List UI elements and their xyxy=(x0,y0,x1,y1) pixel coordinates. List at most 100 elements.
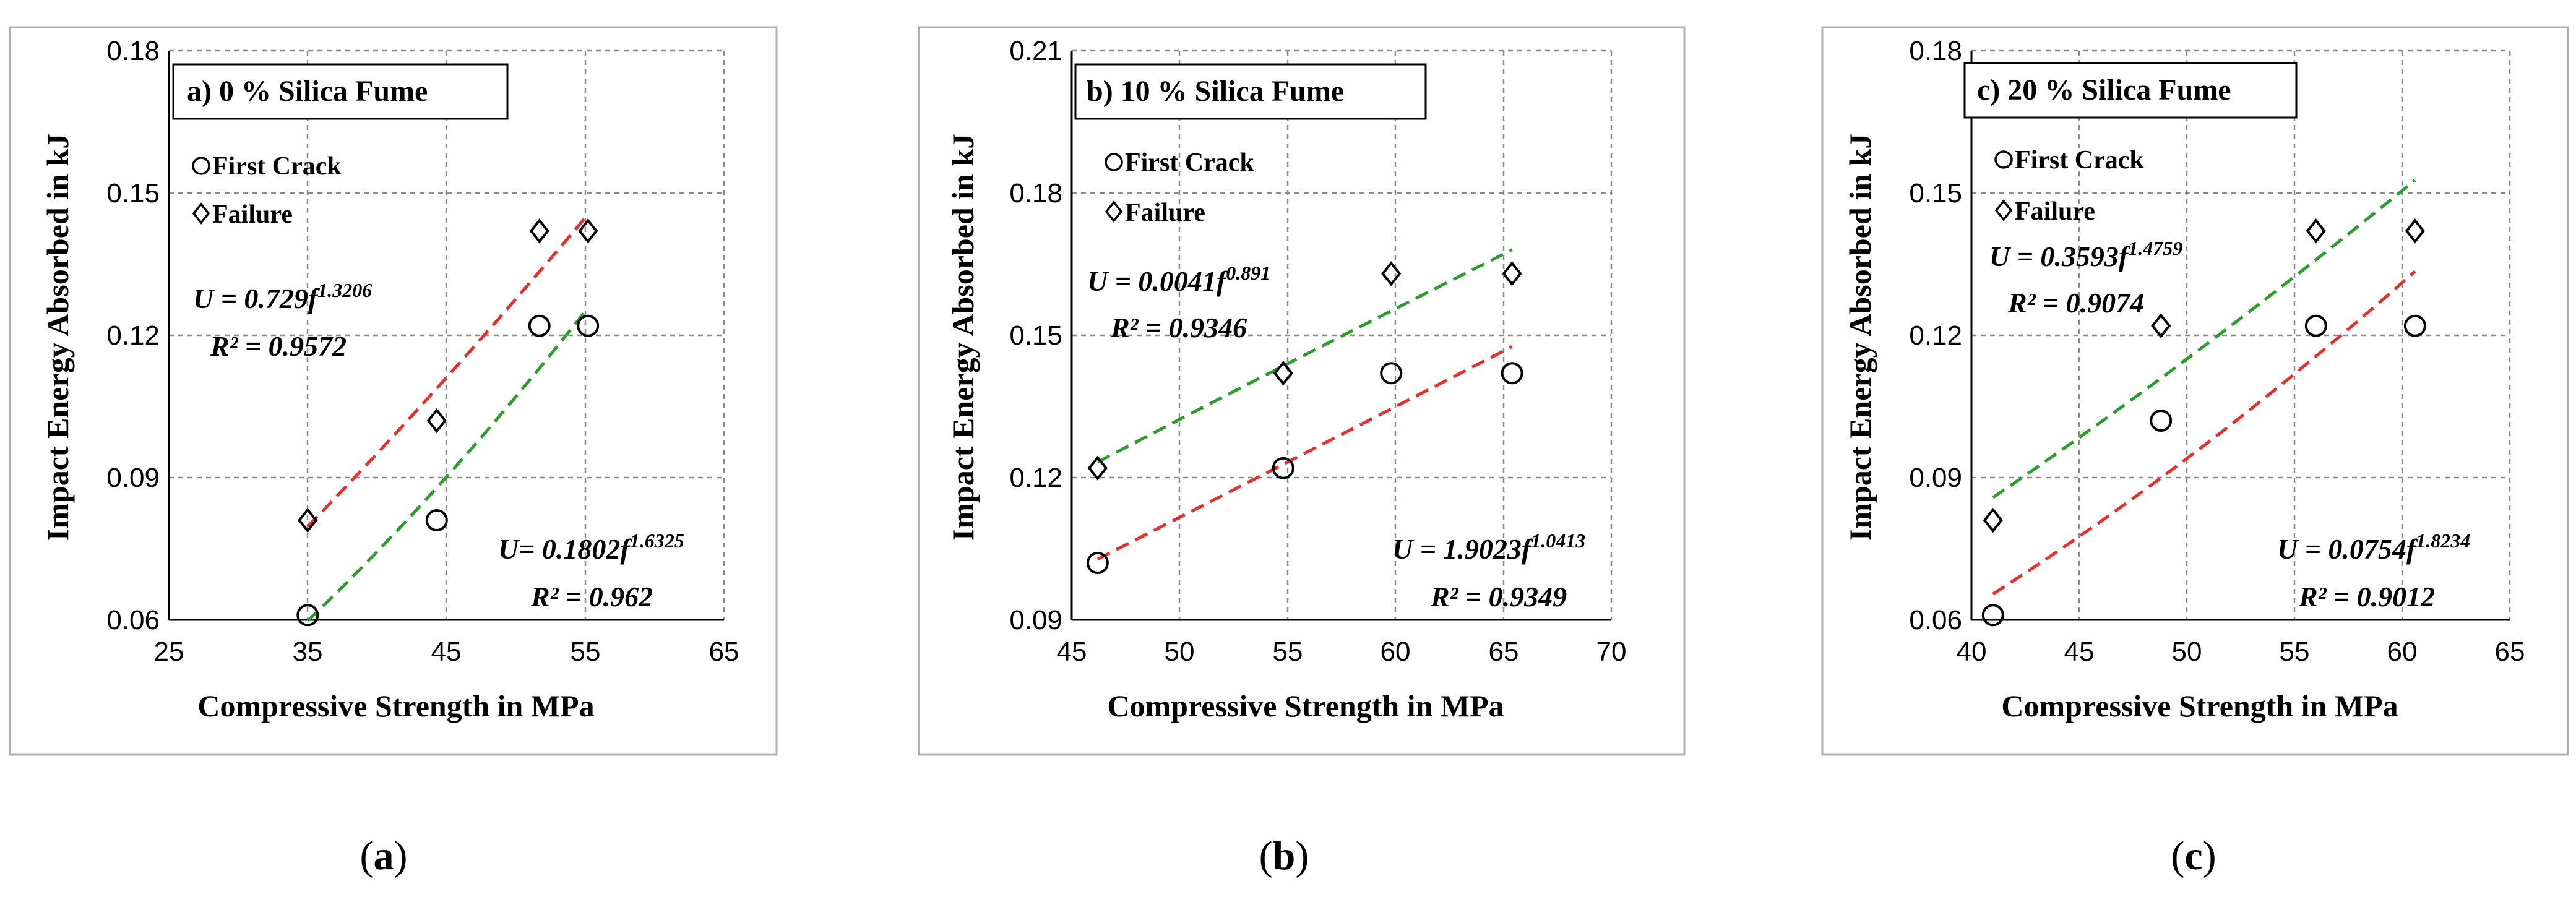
panel-c-y-ticks: 0.06 0.09 0.12 0.15 0.18 xyxy=(1909,36,1962,635)
panel-c-first-crack-r2: R² = 0.9012 xyxy=(2298,581,2435,612)
panel-c-failure-point xyxy=(1983,507,2003,533)
panel-b-caption: (b) xyxy=(1259,833,1309,878)
panel-b-xtick-55: 55 xyxy=(1273,637,1303,667)
panel-c-first-crack-point xyxy=(2304,314,2327,337)
panel-b-failure-point xyxy=(1273,361,1293,386)
panel-a-y-ticks: 0.06 0.09 0.12 0.15 0.18 xyxy=(106,36,160,635)
panel-a-first-crack-eq-exp: 1.6325 xyxy=(630,530,684,552)
panel-c-markers xyxy=(1981,218,2426,627)
panel-c-failure-eq-exp: 1.4759 xyxy=(2128,237,2182,259)
panel-c-failure-equation: U = 0.3593f1.4759 xyxy=(1989,237,2182,272)
panel-b-ytick-021: 0.21 xyxy=(1009,36,1062,66)
panel-a-ytick-009: 0.09 xyxy=(106,463,160,493)
panel-a-frame xyxy=(9,26,778,756)
panel-c-x-ticks: 40 45 50 55 60 65 xyxy=(1957,637,2525,667)
panel-c-failure-point xyxy=(2405,218,2426,244)
panel-c-xtick-45: 45 xyxy=(2064,637,2095,667)
panel-a-y-label: Impact Energy Absorbed in kJ xyxy=(40,134,75,541)
panel-c-title-box xyxy=(1963,62,2298,119)
panel-a-failure-eq-exp: 1.3206 xyxy=(317,279,372,301)
panel-b-failure-point xyxy=(1381,261,1402,286)
panel-b-legend-failure-marker xyxy=(1105,200,1123,223)
panel-b-xtick-65: 65 xyxy=(1489,637,1519,667)
panel-a-first-crack-equation: U= 0.1802f1.6325 xyxy=(498,530,684,565)
panel-b-frame xyxy=(918,26,1686,756)
panel-a-failure-point xyxy=(578,218,598,244)
panel-b-failure-eq-base: U = 0.0041f xyxy=(1087,265,1229,297)
panel-a-xtick-65: 65 xyxy=(709,637,739,667)
panel-a-first-crack-point xyxy=(425,509,448,531)
panel-b-grid xyxy=(1072,49,1613,620)
panel-a: 25 35 45 55 65 0.06 0.09 0.12 0.15 0.18 … xyxy=(9,26,778,878)
panel-c-fits xyxy=(1992,179,2416,596)
panel-a-ytick-018: 0.18 xyxy=(106,36,160,66)
panel-c-fit-first-crack xyxy=(1992,270,2416,596)
panel-b: 45 50 55 60 65 70 0.09 0.12 0.15 0.18 0.… xyxy=(918,26,1686,878)
panel-a-xtick-35: 35 xyxy=(293,637,323,667)
panel-c-legend-first-crack-label: First Crack xyxy=(2015,146,2144,174)
panel-c-failure-r2: R² = 0.9074 xyxy=(2007,287,2144,319)
panel-b-fits xyxy=(1096,248,1513,561)
panel-b-first-crack-point xyxy=(1086,552,1109,574)
panel-b-first-crack-point xyxy=(1272,457,1294,479)
panel-b-ytick-012: 0.12 xyxy=(1009,463,1062,493)
panel-a-first-crack-point xyxy=(577,314,600,337)
panel-b-legend-first-crack-marker xyxy=(1105,153,1123,171)
panel-a-ytick-015: 0.15 xyxy=(106,178,160,208)
panel-a-failure-r2: R² = 0.9572 xyxy=(210,330,347,362)
panel-a-title-box xyxy=(172,63,509,120)
panel-c-ytick-009: 0.09 xyxy=(1909,463,1962,493)
panel-c: 40 45 50 55 60 65 0.06 0.09 0.12 0.15 0.… xyxy=(1821,26,2569,878)
panel-b-xtick-60: 60 xyxy=(1381,637,1411,667)
panel-c-first-crack-point xyxy=(1981,604,2004,627)
panel-b-first-crack-r2: R² = 0.9349 xyxy=(1430,581,1567,612)
panel-c-title: c) 20 % Silica Fume xyxy=(1977,74,2231,106)
panel-c-first-crack-equation: U = 0.0754f1.8234 xyxy=(2277,530,2470,565)
panel-a-failure-point xyxy=(529,218,549,244)
panel-c-first-crack-eq-exp: 1.8234 xyxy=(2416,530,2470,552)
panel-b-x-ticks: 45 50 55 60 65 70 xyxy=(1057,637,1627,667)
panel-b-y-label: Impact Energy Absorbed in kJ xyxy=(946,134,980,541)
panel-b-xtick-50: 50 xyxy=(1165,637,1195,667)
panel-b-failure-eq-exp: 0.891 xyxy=(1226,262,1270,284)
panel-a-failure-equation: U = 0.729f1.3206 xyxy=(193,279,372,314)
panel-c-legend-first-crack-marker xyxy=(1994,150,2013,169)
panel-c-frame xyxy=(1821,26,2569,756)
panel-a-fits xyxy=(306,213,590,622)
panel-b-ytick-009: 0.09 xyxy=(1009,605,1062,635)
panel-a-xtick-45: 45 xyxy=(431,637,462,667)
panel-a-ytick-006: 0.06 xyxy=(106,605,160,635)
panel-a-markers xyxy=(296,218,600,627)
panel-b-xtick-70: 70 xyxy=(1596,637,1627,667)
panel-b-first-crack-point xyxy=(1501,362,1523,385)
panel-a-legend-first-crack-label: First Crack xyxy=(212,152,342,181)
panel-a-fit-first-crack xyxy=(306,306,590,622)
panel-c-ytick-015: 0.15 xyxy=(1909,178,1962,208)
panel-a-xtick-55: 55 xyxy=(571,637,601,667)
panel-c-ytick-012: 0.12 xyxy=(1909,320,1962,351)
panel-a-x-ticks: 25 35 45 55 65 xyxy=(154,637,739,667)
panel-b-first-crack-eq-base: U = 1.9023f xyxy=(1392,533,1534,565)
panel-a-legend-failure-label: Failure xyxy=(212,200,293,229)
panel-b-markers xyxy=(1086,261,1523,574)
panel-c-ytick-018: 0.18 xyxy=(1909,36,1962,66)
panel-b-first-crack-point xyxy=(1380,362,1403,385)
panel-c-failure-point xyxy=(2151,313,2171,338)
panel-c-y-label: Impact Energy Absorbed in kJ xyxy=(1843,134,1877,541)
panel-b-fit-failure xyxy=(1096,248,1513,464)
panel-b-failure-point xyxy=(1502,261,1522,286)
panel-b-x-label: Compressive Strength in MPa xyxy=(1107,689,1504,723)
panel-a-first-crack-r2: R² = 0.962 xyxy=(530,581,653,612)
panel-a-caption: (a) xyxy=(360,833,408,878)
panel-b-title-box xyxy=(1074,63,1427,120)
panel-b-fit-first-crack xyxy=(1096,345,1513,561)
panel-b-y-ticks: 0.09 0.12 0.15 0.18 0.21 xyxy=(1009,36,1062,635)
panel-c-first-crack-point xyxy=(2403,314,2426,337)
panel-c-ytick-006: 0.06 xyxy=(1909,605,1962,635)
panel-a-title: a) 0 % Silica Fume xyxy=(187,75,428,108)
panel-a-first-crack-eq-base: U= 0.1802f xyxy=(498,533,632,565)
panel-a-failure-eq-base: U = 0.729f xyxy=(193,283,321,314)
panel-b-ytick-015: 0.15 xyxy=(1009,320,1062,351)
panel-c-first-crack-eq-base: U = 0.0754f xyxy=(2277,533,2419,565)
panel-a-failure-point xyxy=(298,507,318,533)
